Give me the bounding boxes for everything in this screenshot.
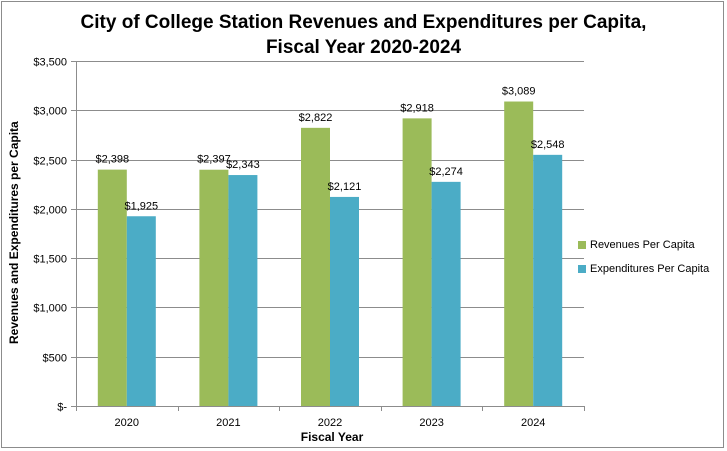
- data-label: $2,343: [226, 159, 260, 171]
- labels: $- $500 $1,000 $1,500 $2,000 $2,500 $3,000 $3,5…: [33, 57, 564, 430]
- data-label: $2,274: [429, 166, 463, 178]
- data-label: $2,822: [299, 112, 333, 124]
- legend-item-revenues: Revenues Per Capita: [578, 238, 709, 252]
- data-label: $2,548: [531, 139, 565, 151]
- chart-title-line-1: City of College Station Revenues and Exp…: [80, 12, 647, 33]
- bar-expenditures: [431, 181, 461, 406]
- bar-revenues: [301, 127, 330, 407]
- bar-expenditures: [126, 216, 156, 406]
- data-label: $2,398: [95, 154, 129, 166]
- y-tick-label: $3,000: [33, 106, 67, 118]
- bar-revenues: [504, 101, 534, 407]
- legend: Revenues Per Capita Expenditures Per Cap…: [578, 238, 709, 286]
- legend-item-expenditures: Expenditures Per Capita: [578, 262, 709, 276]
- bar-revenues: [97, 169, 127, 406]
- data-label: $2,397: [197, 154, 231, 166]
- bars: [97, 101, 563, 407]
- bar-expenditures: [330, 196, 359, 406]
- legend-label-revenues: Revenues Per Capita: [590, 239, 695, 251]
- x-tick-label: 2021: [216, 417, 240, 429]
- x-axis-title: Fiscal Year: [300, 430, 364, 444]
- y-tick-label: $1,500: [33, 254, 67, 266]
- data-label: $2,918: [400, 102, 434, 114]
- y-axis-title: Revenues and Expenditures per Capita: [7, 121, 21, 344]
- bar-revenues: [402, 118, 432, 407]
- bar-expenditures: [228, 175, 258, 406]
- bar-expenditures: [533, 154, 563, 406]
- y-tick-label: $-: [57, 402, 67, 414]
- x-tick-label: 2024: [521, 417, 545, 429]
- x-tick-label: 2022: [318, 417, 342, 429]
- data-label: $3,089: [502, 86, 536, 98]
- data-label: $1,925: [124, 200, 158, 212]
- y-tick-label: $500: [43, 353, 67, 365]
- legend-swatch-revenues: [578, 241, 586, 249]
- y-tick-label: $3,500: [33, 57, 67, 69]
- y-tick-label: $1,000: [33, 303, 67, 315]
- x-tick-label: 2023: [419, 417, 443, 429]
- axes: [71, 61, 585, 411]
- legend-label-expenditures: Expenditures Per Capita: [590, 263, 710, 275]
- x-tick-label: 2020: [115, 417, 139, 429]
- data-label: $2,121: [328, 181, 362, 193]
- bar-revenues: [199, 169, 229, 406]
- y-tick-label: $2,000: [33, 205, 67, 217]
- chart-title-line-2: Fiscal Year 2020-2024: [265, 37, 462, 58]
- y-tick-label: $2,500: [33, 156, 67, 168]
- legend-swatch-expenditures: [578, 265, 586, 273]
